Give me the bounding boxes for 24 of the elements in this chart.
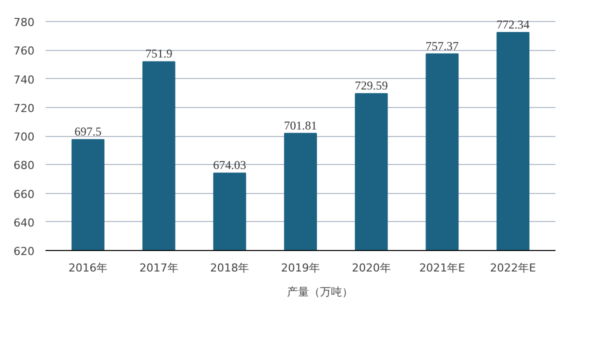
y-tick-label: 720	[14, 102, 35, 115]
data-label: 757.37	[426, 38, 459, 53]
y-tick-label: 700	[14, 130, 35, 144]
y-tick-label: 740	[14, 73, 35, 86]
data-label: 674.03	[213, 158, 246, 172]
data-label: 751.9	[145, 46, 172, 61]
data-label: 729.59	[354, 78, 388, 93]
y-tick-label: 760	[14, 44, 35, 58]
x-tick-label: 2021年E	[419, 262, 466, 274]
x-tick-label: 2020年	[352, 262, 391, 274]
data-label: 701.81	[284, 118, 317, 132]
data-label: 772.34	[496, 17, 530, 32]
x-tick-label: 2019年	[281, 262, 320, 274]
y-tick-label: 620	[14, 245, 35, 258]
x-tick-label: 2018年	[210, 262, 250, 274]
y-tick-label: 680	[14, 159, 35, 172]
text: 产量（万吨）	[287, 284, 353, 300]
x-tick-label: 2017年	[139, 262, 178, 274]
y-tick-label: 660	[14, 188, 35, 201]
x-tick-label: 2022年E	[490, 262, 536, 274]
x-tick-label: 2016年	[68, 262, 108, 274]
y-tick-label: 640	[14, 216, 35, 230]
y-tick-label: 780	[14, 16, 35, 30]
data-label: 697.5	[74, 124, 102, 139]
